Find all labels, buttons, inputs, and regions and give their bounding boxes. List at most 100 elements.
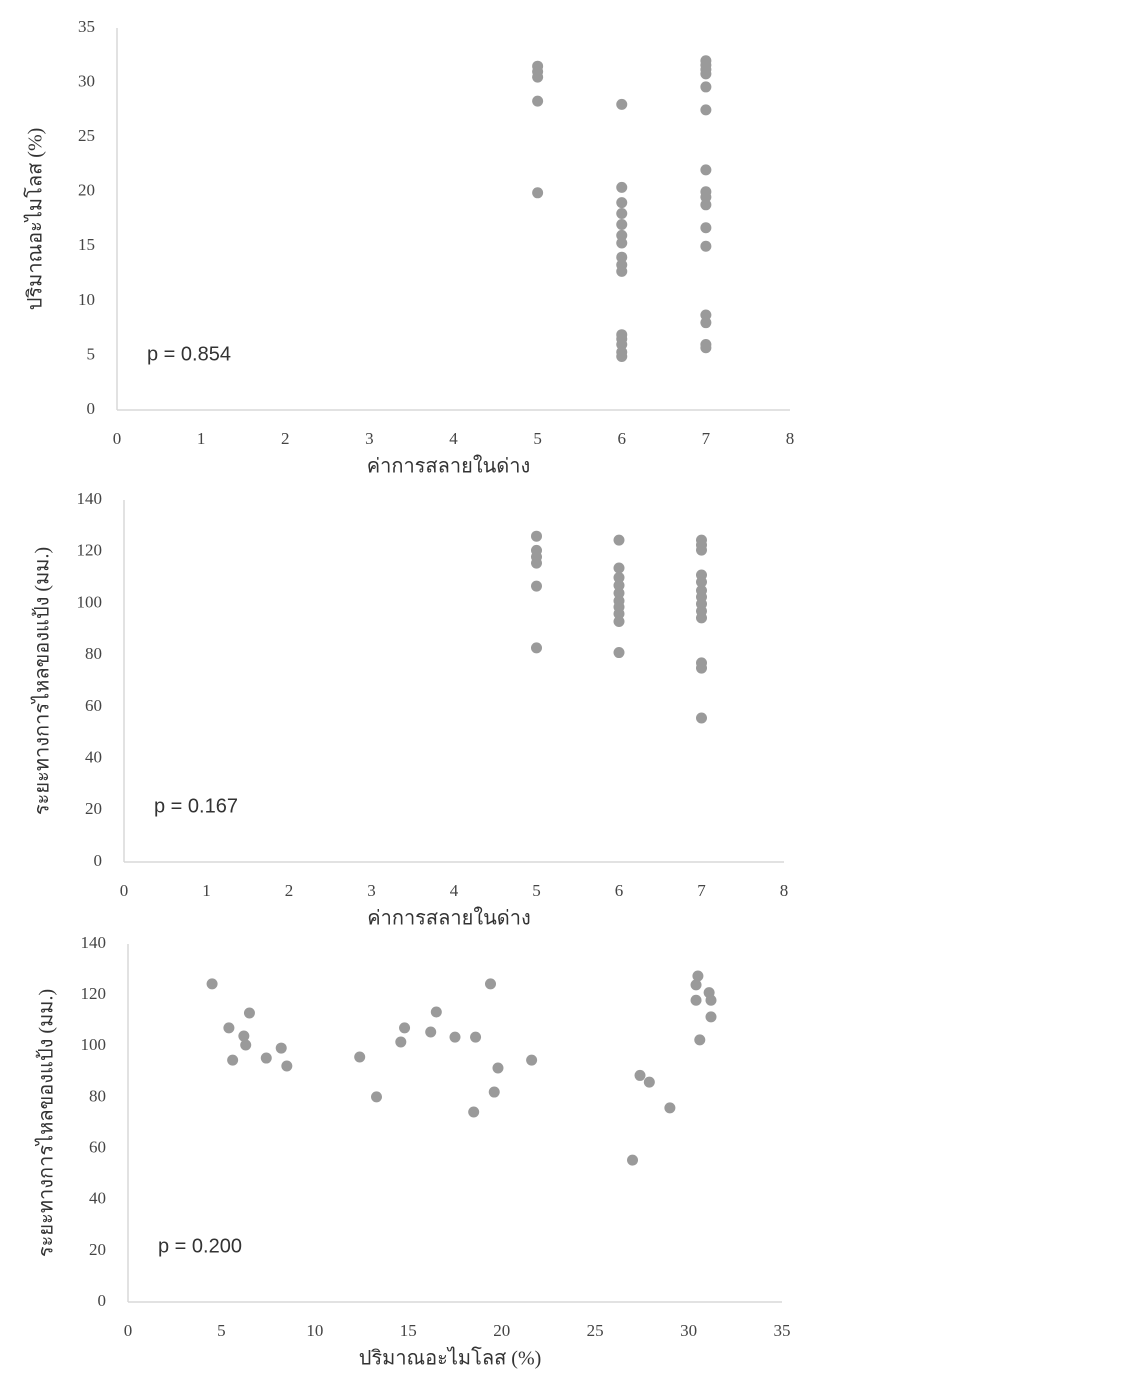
y-tick-label: 20 bbox=[85, 799, 102, 818]
y-tick-label: 35 bbox=[78, 17, 95, 36]
x-axis-label: ค่าการสลายในด่าง bbox=[367, 455, 531, 478]
point bbox=[691, 995, 702, 1006]
point bbox=[532, 187, 543, 198]
point bbox=[531, 581, 542, 592]
x-tick-label: 2 bbox=[281, 429, 290, 448]
point bbox=[616, 197, 627, 208]
y-tick-label: 20 bbox=[89, 1240, 106, 1259]
y-axis-label: ระยะทางการไหลของแป้ง (มม.) bbox=[35, 989, 58, 1257]
x-tick-label: 6 bbox=[615, 881, 624, 900]
y-tick-label: 100 bbox=[81, 1035, 107, 1054]
y-tick-label: 15 bbox=[78, 235, 95, 254]
point bbox=[371, 1091, 382, 1102]
point bbox=[395, 1036, 406, 1047]
point bbox=[399, 1022, 410, 1033]
point bbox=[614, 563, 625, 574]
point bbox=[531, 531, 542, 542]
point bbox=[468, 1107, 479, 1118]
point bbox=[531, 558, 542, 569]
x-tick-label: 8 bbox=[786, 429, 795, 448]
point bbox=[227, 1055, 238, 1066]
y-tick-label: 0 bbox=[94, 851, 103, 870]
point bbox=[492, 1063, 503, 1074]
point bbox=[485, 978, 496, 989]
point bbox=[281, 1060, 292, 1071]
point bbox=[700, 317, 711, 328]
y-tick-label: 30 bbox=[78, 71, 95, 90]
point bbox=[450, 1032, 461, 1043]
y-tick-label: 0 bbox=[98, 1291, 107, 1310]
y-axis-label: ระยะทางการไหลของแป้ง (มม.) bbox=[31, 547, 54, 815]
x-tick-label: 30 bbox=[680, 1321, 697, 1340]
point bbox=[696, 545, 707, 556]
y-tick-label: 20 bbox=[78, 181, 95, 200]
x-axis-label: ปริมาณอะไมโลส (%) bbox=[359, 1347, 542, 1370]
point bbox=[664, 1102, 675, 1113]
y-tick-label: 10 bbox=[78, 290, 95, 309]
point bbox=[700, 342, 711, 353]
point bbox=[627, 1155, 638, 1166]
x-tick-label: 1 bbox=[197, 429, 206, 448]
point bbox=[354, 1052, 365, 1063]
point bbox=[700, 164, 711, 175]
annotation: p = 0.200 bbox=[158, 1235, 242, 1257]
point bbox=[616, 238, 627, 249]
x-tick-label: 10 bbox=[306, 1321, 323, 1340]
point bbox=[644, 1077, 655, 1088]
point bbox=[532, 72, 543, 83]
annotation: p = 0.854 bbox=[147, 343, 231, 365]
x-tick-label: 20 bbox=[493, 1321, 510, 1340]
point bbox=[694, 1034, 705, 1045]
x-tick-label: 2 bbox=[285, 881, 294, 900]
point bbox=[691, 979, 702, 990]
point bbox=[431, 1007, 442, 1018]
point bbox=[700, 104, 711, 115]
point bbox=[696, 663, 707, 674]
annotation: p = 0.167 bbox=[154, 795, 238, 817]
x-tick-label: 5 bbox=[533, 429, 542, 448]
x-tick-label: 6 bbox=[618, 429, 627, 448]
point bbox=[696, 712, 707, 723]
point bbox=[700, 241, 711, 252]
point bbox=[614, 616, 625, 627]
y-tick-label: 60 bbox=[89, 1137, 106, 1156]
x-tick-label: 0 bbox=[124, 1321, 133, 1340]
point bbox=[276, 1043, 287, 1054]
y-tick-label: 120 bbox=[77, 541, 103, 560]
point bbox=[705, 1011, 716, 1022]
x-tick-label: 4 bbox=[450, 881, 459, 900]
x-tick-label: 5 bbox=[217, 1321, 226, 1340]
point bbox=[261, 1053, 272, 1064]
y-tick-label: 100 bbox=[77, 592, 103, 611]
page: 01234567805101520253035ค่าการสลายในด่างป… bbox=[0, 0, 1126, 1389]
point bbox=[425, 1026, 436, 1037]
x-axis-label: ค่าการสลายในด่าง bbox=[367, 907, 531, 930]
point bbox=[616, 219, 627, 230]
point bbox=[223, 1022, 234, 1033]
point bbox=[614, 535, 625, 546]
y-axis-label: ปริมาณอะไมโลส (%) bbox=[24, 128, 47, 311]
point bbox=[526, 1055, 537, 1066]
x-tick-label: 7 bbox=[702, 429, 711, 448]
x-tick-label: 5 bbox=[532, 881, 541, 900]
y-tick-label: 60 bbox=[85, 696, 102, 715]
point bbox=[207, 978, 218, 989]
point bbox=[696, 612, 707, 623]
point bbox=[700, 81, 711, 92]
point bbox=[531, 642, 542, 653]
x-tick-label: 3 bbox=[365, 429, 374, 448]
y-tick-label: 0 bbox=[87, 399, 96, 418]
point bbox=[700, 68, 711, 79]
point bbox=[700, 222, 711, 233]
x-tick-label: 35 bbox=[774, 1321, 791, 1340]
point bbox=[240, 1040, 251, 1051]
point bbox=[616, 182, 627, 193]
point bbox=[489, 1087, 500, 1098]
x-tick-label: 25 bbox=[587, 1321, 604, 1340]
x-tick-label: 7 bbox=[697, 881, 706, 900]
y-tick-label: 40 bbox=[89, 1189, 106, 1208]
point bbox=[616, 266, 627, 277]
x-tick-label: 1 bbox=[202, 881, 211, 900]
point bbox=[616, 208, 627, 219]
y-tick-label: 25 bbox=[78, 126, 95, 145]
